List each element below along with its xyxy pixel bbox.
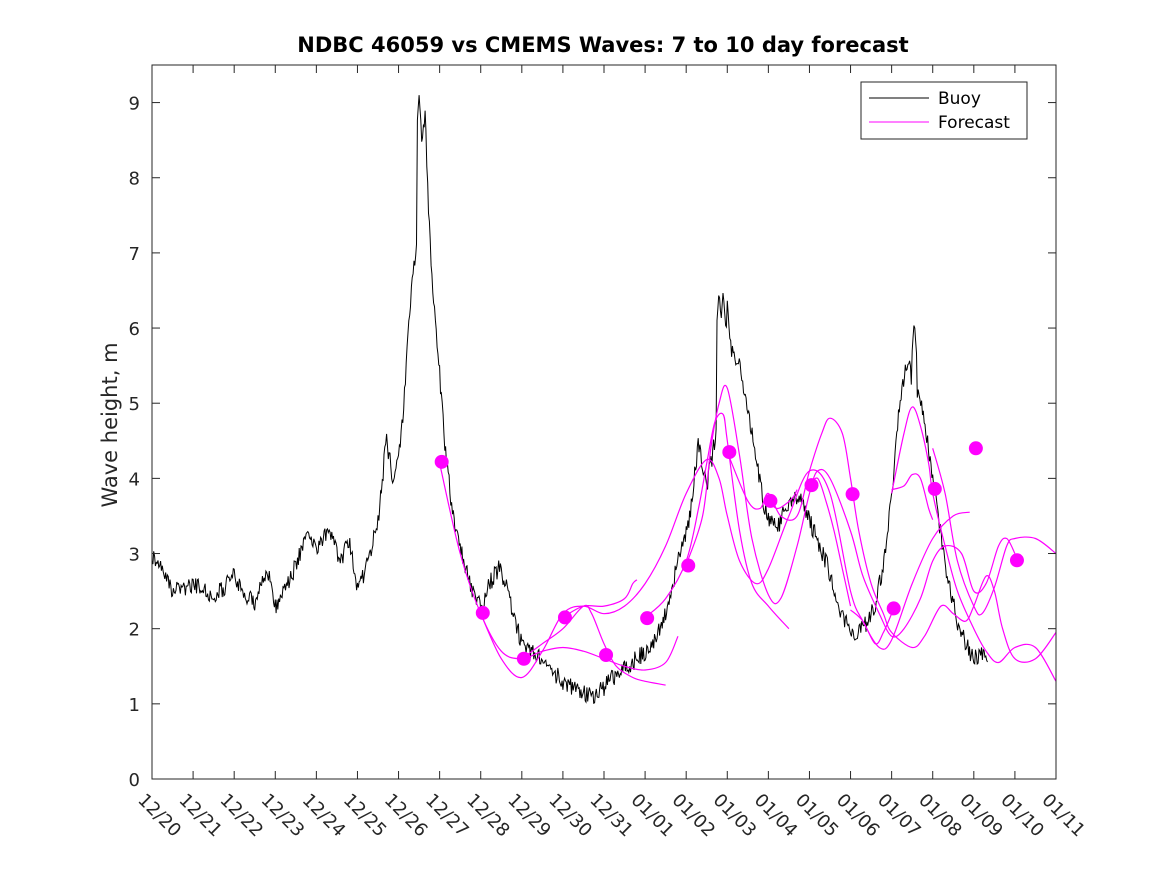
chart-title: NDBC 46059 vs CMEMS Waves: 7 to 10 day f… [297,33,908,57]
plot-background [152,65,1056,779]
x-tick-label: 01/08 [914,790,966,842]
forecast-marker [434,454,449,469]
forecast-marker [968,441,983,456]
x-tick-label: 12/25 [339,790,391,842]
x-tick-label: 01/09 [955,790,1007,842]
forecast-marker [681,558,696,573]
x-tick-label: 12/31 [585,790,637,842]
x-tick-label: 12/23 [257,790,309,842]
forecast-series-line-7 [726,417,1057,663]
forecast-series-line-6 [685,384,1016,638]
forecast-marker [1009,553,1024,568]
x-tick-label: 01/01 [627,790,679,842]
x-tick-label: 01/06 [832,790,884,842]
x-tick-label: 01/05 [791,790,843,842]
x-tick-label: 01/03 [709,790,761,842]
x-tick-label: 01/10 [996,790,1048,842]
y-tick-label: 5 [129,394,140,415]
y-tick-label: 2 [129,620,140,641]
legend-buoy-label: Buoy [938,89,981,109]
forecast-series-line-9 [809,477,852,607]
y-tick-label: 6 [129,319,140,340]
forecast-series-line-3 [521,604,666,686]
legend: Buoy Forecast [860,81,1028,140]
x-tick-label: 12/21 [175,790,227,842]
forecast-series-line-13 [932,448,1057,616]
forecast-series-line-2 [480,458,970,679]
plot-area [151,64,1057,780]
x-tick-label: 01/07 [873,790,925,842]
forecast-series-line-4 [562,579,638,618]
x-tick-label: 12/28 [462,790,514,842]
y-axis-ticks: 0 1 2 3 4 5 6 7 8 9 [129,94,1056,791]
y-tick-label: 4 [129,469,140,490]
forecast-marker [722,445,737,460]
y-tick-label: 7 [129,244,140,265]
legend-forecast-label: Forecast [938,113,1010,133]
x-tick-label: 12/27 [421,790,473,842]
forecast-series-line-12 [891,473,934,520]
x-tick-label: 12/26 [380,790,432,842]
forecast-marker [804,478,819,493]
forecast-marker [927,481,942,496]
forecast-series-line-11 [891,406,1057,682]
x-tick-label: 01/02 [668,790,720,842]
marker-layer [434,441,1024,666]
forecast-marker [557,610,572,625]
x-tick-label: 12/20 [133,790,185,842]
forecast-series-line-10 [850,609,893,645]
forecast-marker [599,647,614,662]
forecast-marker [886,601,901,616]
x-tick-label: 12/24 [298,790,350,842]
x-tick-label: 01/11 [1037,790,1089,842]
x-tick-label: 12/22 [216,790,268,842]
forecast-marker [475,605,490,620]
y-axis-label: Wave height, m [98,342,122,507]
forecast-marker [516,651,531,666]
legend-box [860,81,1028,140]
buoy-series-line [151,95,988,704]
x-tick-label: 12/30 [544,790,596,842]
forecast-marker [763,493,778,508]
y-tick-label: 3 [129,545,140,566]
y-tick-label: 1 [129,695,140,716]
x-tick-label: 12/29 [503,790,555,842]
y-tick-label: 9 [129,94,140,115]
y-tick-label: 8 [129,169,140,190]
x-tick-label: 01/04 [750,790,802,842]
y-tick-label: 0 [129,770,140,791]
forecast-marker [640,611,655,626]
forecast-marker [845,487,860,502]
